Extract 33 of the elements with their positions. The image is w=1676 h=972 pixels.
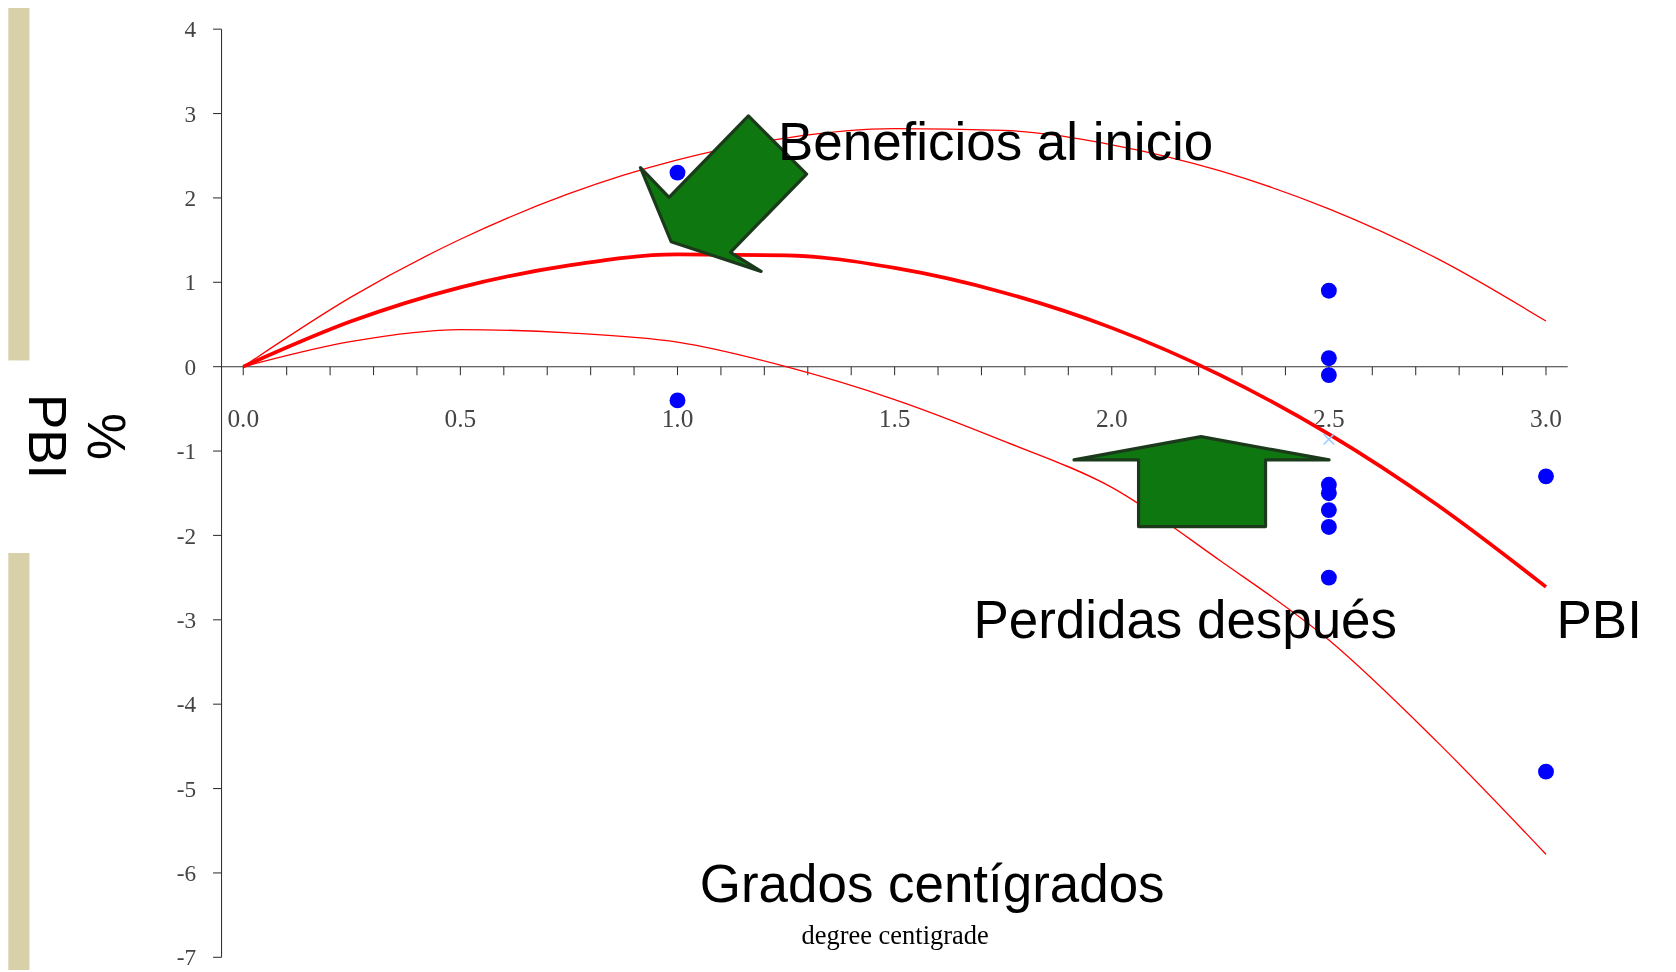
point [1538, 468, 1554, 485]
y-tick-label: -1 [176, 438, 197, 465]
point [669, 392, 686, 409]
y-tick-label: -2 [176, 522, 197, 549]
y-tick-label: -5 [176, 775, 197, 802]
y-tick-label: 1 [184, 269, 197, 296]
point [1320, 519, 1337, 535]
x-tick-label: 1.5 [878, 403, 911, 432]
y-tick-label: 0 [184, 353, 197, 380]
series-label: PBI [1556, 589, 1642, 649]
point [1320, 569, 1337, 586]
x-tick-label: 0.0 [227, 403, 260, 432]
y-axis-title: % PBI [18, 393, 136, 480]
y-tick-label: 4 [184, 16, 197, 43]
x-tick-label: 2.0 [1095, 403, 1128, 432]
point [1320, 367, 1337, 384]
point [1320, 350, 1337, 367]
point [1320, 502, 1337, 519]
y-tick-label: -6 [176, 860, 197, 887]
point [1538, 763, 1554, 780]
annotation: degree centigrade [801, 919, 989, 950]
x-tick-label: 0.5 [444, 403, 477, 432]
y-tick-label: -3 [176, 606, 197, 633]
point [1322, 433, 1335, 446]
x-axis-title: Grados centígrados [699, 854, 1165, 914]
y-tick-label: 3 [184, 100, 197, 127]
x-tick-label: 1.0 [661, 403, 694, 432]
y-tick-label: 2 [184, 185, 197, 212]
x-tick-label: 3.0 [1530, 403, 1562, 432]
y-tick-label: -4 [176, 691, 197, 718]
point [669, 164, 686, 181]
y-tick-label: -7 [176, 944, 197, 971]
point [1320, 282, 1337, 299]
